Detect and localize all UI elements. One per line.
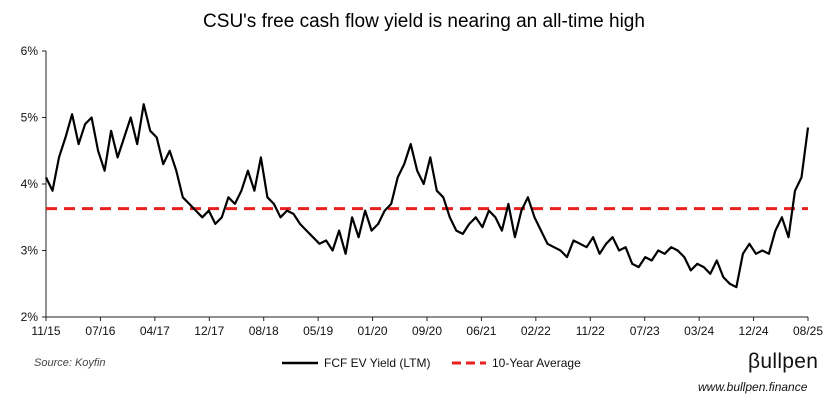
legend: FCF EV Yield (LTM) 10-Year Average xyxy=(282,356,581,370)
plot-area xyxy=(45,103,810,289)
x-tick-label: 05/19 xyxy=(303,324,333,338)
x-tick-label: 07/16 xyxy=(85,324,115,338)
x-tick-label: 03/24 xyxy=(684,324,714,338)
y-tick-label: 3% xyxy=(21,244,39,258)
y-tick-label: 4% xyxy=(21,177,39,191)
legend-label-fcf: FCF EV Yield (LTM) xyxy=(324,356,430,370)
chart-title: CSU's free cash flow yield is nearing an… xyxy=(203,11,645,32)
x-tick-label: 12/24 xyxy=(739,324,769,338)
fcf-yield-line xyxy=(45,103,810,289)
source-note: Source: Koyfin xyxy=(34,357,106,369)
x-tick-label: 08/25 xyxy=(793,324,823,338)
x-tick-label: 11/22 xyxy=(576,324,605,338)
y-tick-label: 2% xyxy=(21,310,39,324)
x-axis: 11/15 07/16 04/17 12/17 08/18 05/19 01/20 09/20… xyxy=(31,316,823,338)
x-tick-label: 02/22 xyxy=(521,324,551,338)
y-axis: 2% 3% 4% 5% 6% xyxy=(21,44,47,324)
x-tick-label: 12/17 xyxy=(194,324,224,338)
legend-label-average: 10-Year Average xyxy=(492,356,581,370)
x-tick-label: 09/20 xyxy=(412,324,442,338)
x-tick-label: 04/17 xyxy=(140,324,170,338)
x-tick-label: 01/20 xyxy=(358,324,388,338)
y-tick-label: 5% xyxy=(21,111,39,125)
website-url: www.bullpen.finance xyxy=(698,380,808,394)
x-tick-label: 07/23 xyxy=(630,324,660,338)
x-tick-label: 11/15 xyxy=(31,324,60,338)
bullpen-logo: βullpen xyxy=(748,350,819,373)
y-tick-label: 6% xyxy=(21,44,39,58)
x-tick-label: 08/18 xyxy=(249,324,279,338)
x-tick-label: 06/21 xyxy=(466,324,496,338)
